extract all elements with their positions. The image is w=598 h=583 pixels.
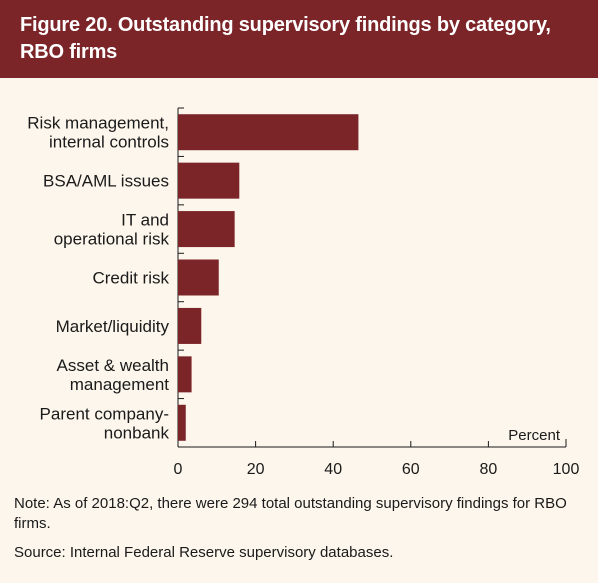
figure-note: Note: As of 2018:Q2, there were 294 tota… [14, 494, 584, 534]
bar [178, 308, 201, 344]
category-label: Market/liquidity [56, 317, 170, 336]
x-axis-label: Percent [508, 427, 561, 444]
x-tick-label: 80 [480, 461, 498, 478]
bar [178, 211, 235, 247]
category-label: Risk management, internal controls [27, 114, 169, 152]
category-label: BSA/AML issues [43, 172, 169, 191]
x-tick-label: 60 [402, 461, 420, 478]
bar [178, 405, 186, 441]
figure-title: Figure 20. Outstanding supervisory findi… [20, 12, 582, 66]
category-label: Credit risk [92, 269, 169, 288]
category-label: Parent company-nonbank [40, 404, 170, 442]
category-label: IT and operational risk [54, 211, 170, 249]
x-tick-label: 0 [174, 461, 183, 478]
bar [178, 260, 219, 296]
x-tick-label: 40 [324, 461, 342, 478]
bar [178, 163, 239, 199]
x-tick-label: 20 [247, 461, 265, 478]
bar [178, 114, 358, 150]
category-label: Asset & wealth management [57, 356, 170, 394]
figure-header: Figure 20. Outstanding supervisory findi… [0, 0, 598, 78]
bar-chart: 0 20 40 60 80 100 Percent Risk management, inter… [0, 100, 598, 485]
figure-source: Source: Internal Federal Reserve supervi… [14, 543, 584, 563]
x-tick-label: 100 [553, 461, 580, 478]
bar [178, 356, 192, 392]
